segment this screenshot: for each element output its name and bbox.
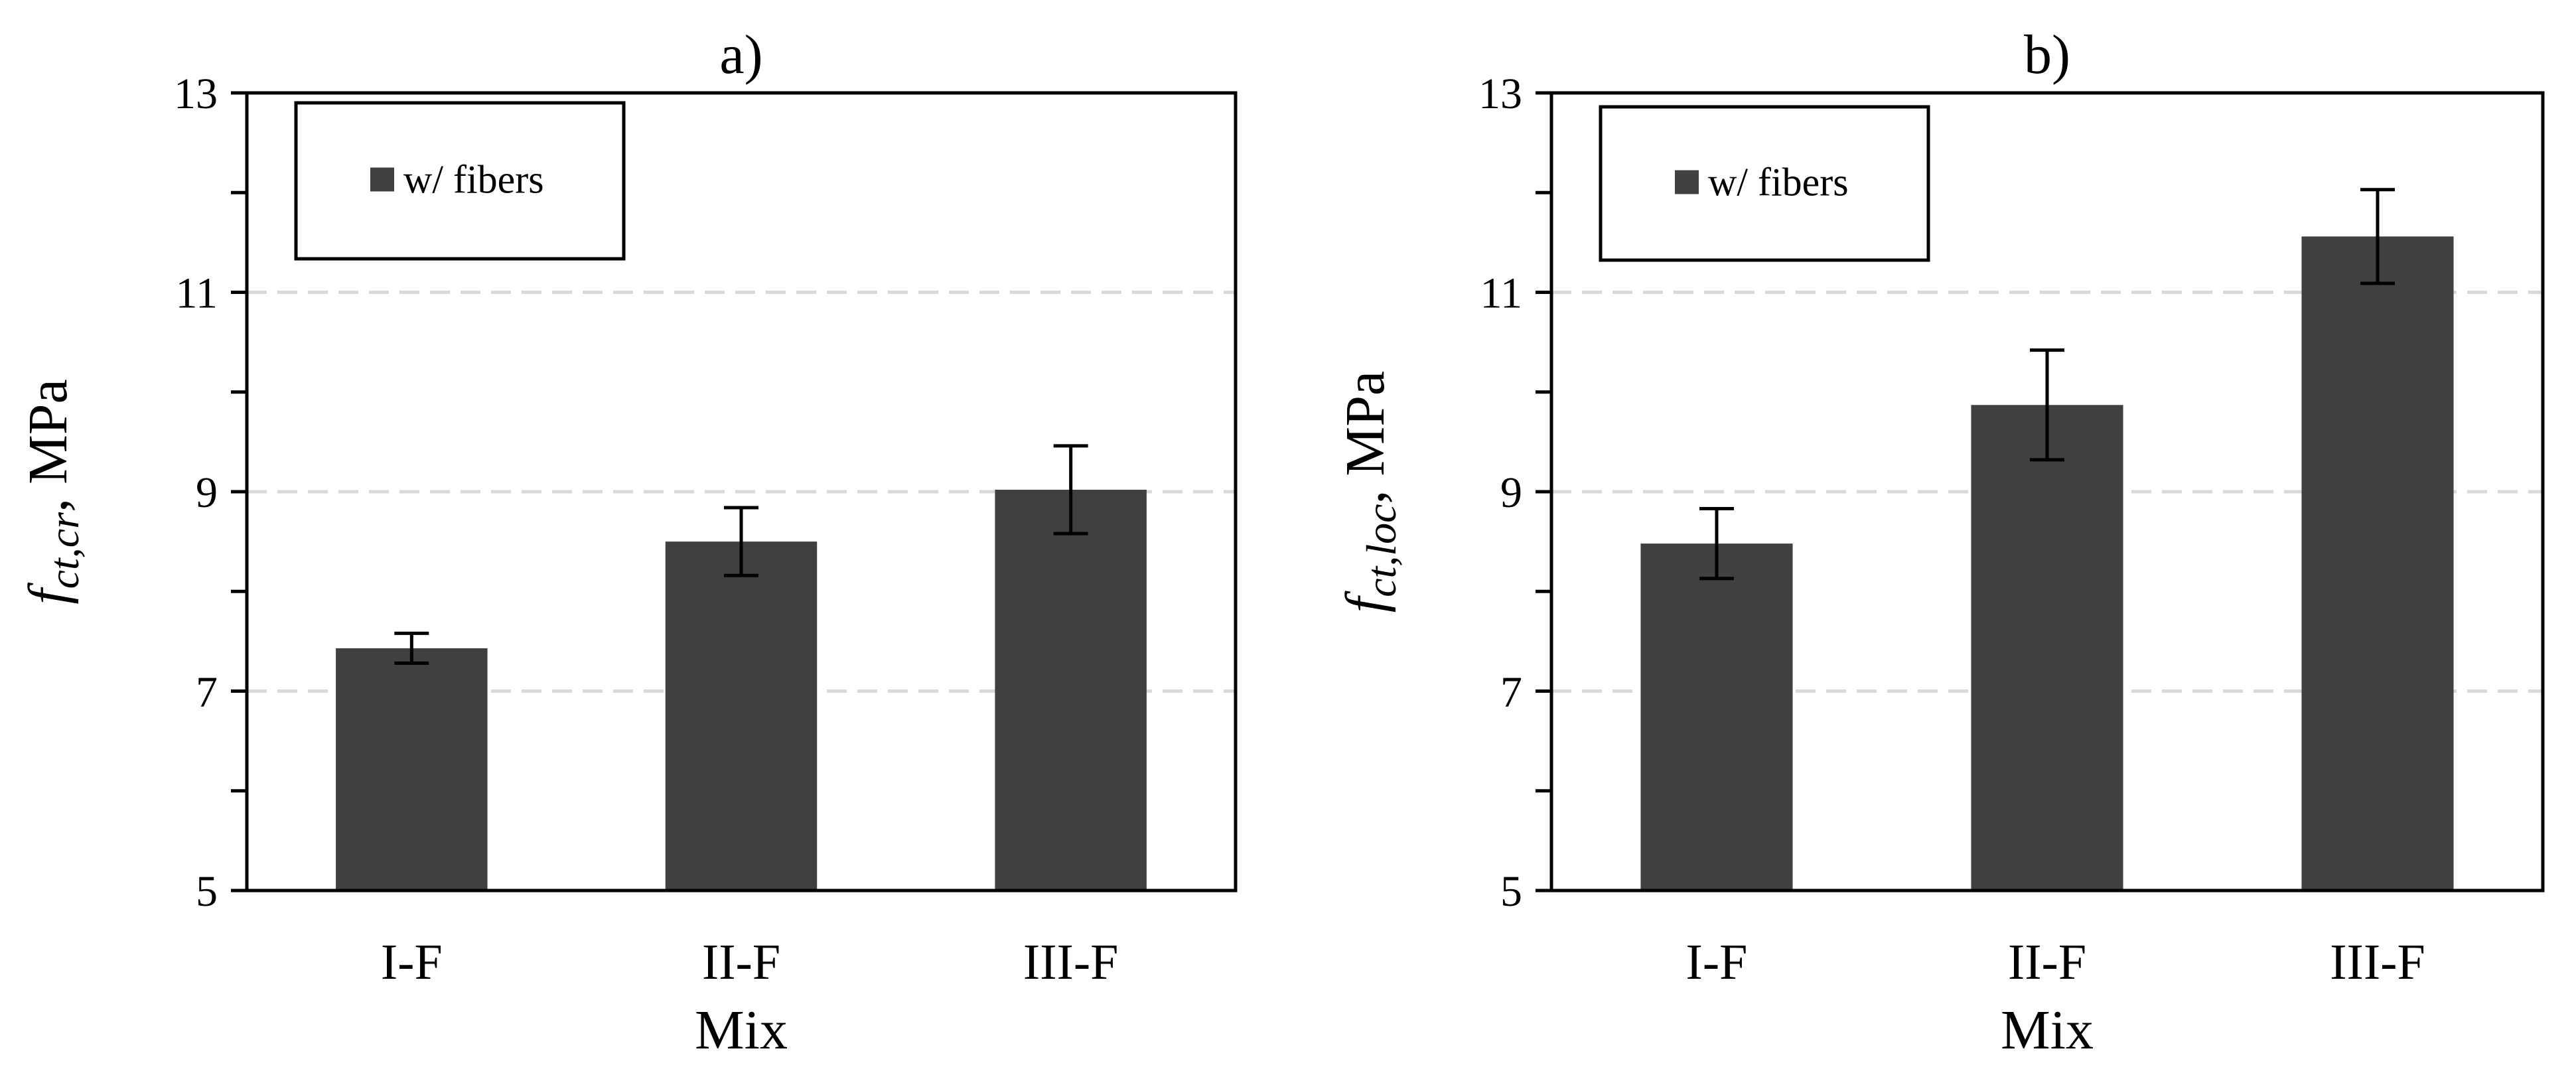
legend-label: w/ fibers (1708, 161, 1849, 204)
y-tick-label: 11 (1480, 269, 1522, 318)
y-tick-label: 7 (1500, 668, 1522, 717)
legend-box (294, 101, 626, 261)
y-axis-unit: , MPa (17, 379, 79, 512)
x-axis-title: Mix (2001, 999, 2094, 1061)
error-bar (1699, 507, 1734, 581)
chart-title: b) (2024, 24, 2070, 86)
y-tick-label: 13 (1478, 70, 1522, 118)
bar (2301, 236, 2454, 891)
bar (1640, 543, 1793, 891)
legend: w/ fibers (1599, 105, 1930, 262)
x-tick-label: II-F (2008, 934, 2086, 990)
y-tick-label: 7 (196, 668, 218, 717)
chart-panel-a: I-F II-F III-F 5 7 9 11 13 Mix a) fct,cr, MPa w/ fi… (17, 24, 1238, 1061)
y-axis-unit: , MPa (1334, 371, 1396, 504)
legend-box (1599, 105, 1930, 262)
legend-swatch (1675, 170, 1699, 194)
y-axis-subscript: ct,cr (40, 512, 88, 589)
y-tick-label: 9 (1500, 468, 1522, 517)
y-tick-label: 5 (196, 867, 218, 916)
error-bar (1053, 444, 1088, 536)
error-bar (724, 506, 758, 577)
legend-label: w/ fibers (403, 158, 544, 202)
y-axis-title: fct,cr, MPa (17, 379, 88, 605)
x-tick-label: II-F (702, 934, 780, 990)
bar (665, 541, 818, 891)
x-tick-label: III-F (2330, 934, 2425, 990)
y-axis-title: fct,loc, MPa (1334, 371, 1405, 612)
legend: w/ fibers (294, 101, 626, 261)
error-bar (2030, 348, 2064, 462)
bar (995, 489, 1147, 891)
chart-panel-b: I-F II-F III-F 5 7 9 11 13 Mix b) fct,loc, MPa w/ f… (1334, 24, 2545, 1061)
x-tick-label: III-F (1023, 934, 1119, 990)
bar (336, 648, 488, 891)
x-tick-label: I-F (381, 934, 443, 990)
y-tick-label: 13 (174, 70, 218, 118)
y-tick-label: 9 (196, 468, 218, 517)
y-tick-label: 11 (175, 269, 218, 318)
y-tick-label: 5 (1500, 867, 1522, 916)
bar (1971, 405, 2123, 891)
error-bar (394, 631, 429, 665)
y-axis-subscript: ct,loc (1358, 504, 1405, 597)
y-ticks (1536, 91, 1551, 893)
x-axis-title: Mix (695, 999, 788, 1061)
chart-title: a) (719, 24, 762, 86)
y-ticks (231, 91, 247, 893)
legend-swatch (370, 167, 394, 192)
x-tick-label: I-F (1686, 934, 1748, 990)
error-bar (2360, 188, 2395, 285)
